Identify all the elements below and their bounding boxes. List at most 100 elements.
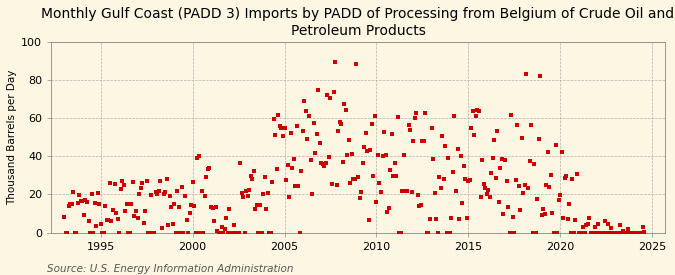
Point: [573, 230, 584, 235]
Point: [333, 128, 344, 133]
Point: [169, 202, 180, 206]
Point: [141, 179, 152, 183]
Point: [155, 178, 166, 183]
Point: [177, 185, 188, 189]
Point: [493, 199, 504, 204]
Point: [66, 202, 77, 206]
Point: [350, 177, 360, 181]
Point: [587, 230, 597, 235]
Point: [164, 194, 175, 198]
Point: [117, 178, 128, 183]
Point: [385, 168, 396, 172]
Point: [310, 151, 321, 155]
Point: [304, 113, 315, 118]
Point: [242, 194, 253, 199]
Point: [284, 195, 294, 199]
Point: [589, 230, 599, 235]
Point: [146, 193, 157, 197]
Point: [322, 93, 333, 98]
Point: [305, 158, 316, 162]
Point: [543, 150, 554, 154]
Point: [469, 133, 480, 137]
Point: [335, 122, 346, 126]
Point: [250, 207, 261, 211]
Point: [425, 217, 435, 221]
Point: [389, 161, 400, 165]
Point: [186, 202, 196, 207]
Point: [601, 230, 612, 235]
Point: [524, 159, 535, 163]
Point: [510, 178, 521, 182]
Point: [275, 124, 286, 128]
Point: [158, 192, 169, 196]
Point: [452, 147, 463, 151]
Point: [181, 218, 192, 222]
Point: [549, 230, 560, 235]
Point: [560, 176, 570, 180]
Point: [591, 230, 602, 235]
Point: [132, 215, 143, 220]
Point: [86, 192, 97, 196]
Point: [63, 204, 74, 208]
Point: [379, 130, 389, 134]
Point: [118, 183, 129, 187]
Point: [345, 180, 356, 185]
Point: [570, 218, 581, 222]
Point: [339, 102, 350, 106]
Point: [344, 138, 354, 142]
Point: [334, 120, 345, 124]
Point: [423, 230, 434, 235]
Point: [417, 138, 428, 143]
Point: [340, 108, 351, 112]
Point: [405, 128, 416, 132]
Point: [254, 203, 265, 207]
Point: [94, 202, 105, 206]
Point: [538, 207, 549, 211]
Point: [256, 230, 267, 235]
Point: [224, 207, 235, 212]
Point: [286, 131, 296, 135]
Point: [269, 117, 279, 121]
Point: [527, 230, 538, 235]
Point: [481, 192, 492, 196]
Point: [398, 153, 409, 157]
Point: [218, 230, 229, 235]
Point: [327, 182, 338, 186]
Point: [412, 192, 423, 197]
Point: [298, 129, 308, 133]
Point: [84, 230, 95, 235]
Point: [583, 221, 593, 226]
Title: Monthly Gulf Coast (PADD 3) Imports by PADD of Processing from Belgium of Crude : Monthly Gulf Coast (PADD 3) Imports by P…: [41, 7, 674, 38]
Point: [200, 194, 211, 198]
Point: [263, 190, 273, 195]
Point: [112, 217, 123, 222]
Point: [323, 155, 334, 159]
Point: [504, 230, 515, 235]
Point: [143, 230, 154, 235]
Point: [526, 123, 537, 127]
Point: [149, 230, 160, 235]
Point: [128, 180, 138, 184]
Point: [223, 230, 234, 235]
Point: [466, 126, 477, 130]
Point: [514, 184, 524, 188]
Point: [460, 177, 470, 182]
Point: [306, 192, 317, 197]
Point: [198, 230, 209, 235]
Point: [618, 229, 628, 233]
Point: [204, 166, 215, 170]
Point: [532, 197, 543, 202]
Point: [375, 190, 386, 194]
Point: [248, 169, 259, 174]
Point: [484, 195, 495, 199]
Point: [637, 225, 648, 229]
Point: [207, 206, 218, 210]
Point: [328, 90, 339, 95]
Point: [325, 96, 336, 100]
Point: [281, 177, 292, 182]
Point: [578, 225, 589, 230]
Point: [475, 195, 486, 199]
Point: [78, 213, 89, 217]
Point: [105, 181, 115, 185]
Point: [386, 132, 397, 136]
